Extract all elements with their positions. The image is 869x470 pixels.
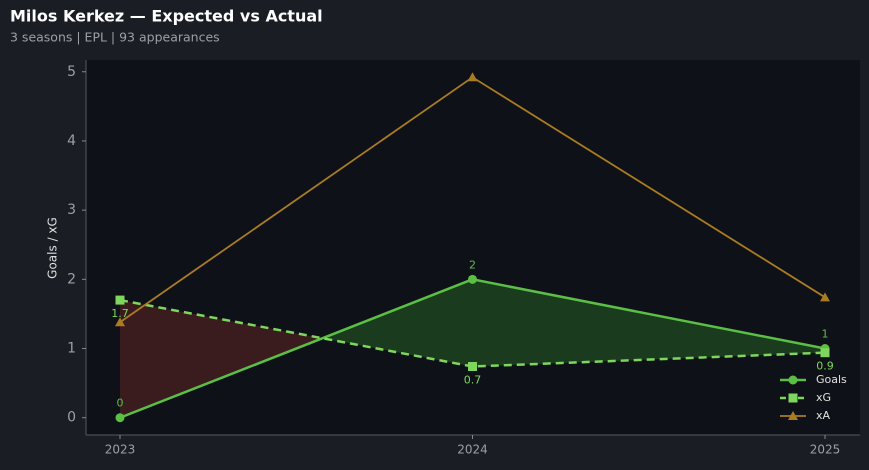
legend-label: Goals <box>816 373 847 386</box>
diff-fill <box>120 300 323 418</box>
point <box>788 411 798 420</box>
y-axis-label: Goals / xG <box>46 217 60 279</box>
y-tick-label: 2 <box>67 271 76 287</box>
point <box>468 274 477 284</box>
diff-fill <box>472 279 825 367</box>
chart-subtitle: 3 seasons | EPL | 93 appearances <box>10 30 220 45</box>
chart-title: Milos Kerkez — Expected vs Actual <box>10 7 323 26</box>
legend-label: xA <box>816 409 831 422</box>
y-tick-label: 3 <box>67 202 76 218</box>
data-label: 2 <box>469 258 476 271</box>
data-label: 1.7 <box>111 307 129 320</box>
point <box>788 375 798 385</box>
x-tick-label: 2024 <box>457 443 488 457</box>
legend-label: xG <box>816 391 831 404</box>
x-tick-label: 2025 <box>810 443 841 457</box>
point <box>467 72 478 82</box>
y-tick-label: 4 <box>67 133 76 149</box>
data-label: 0.7 <box>464 374 482 387</box>
data-label: 0 <box>117 397 124 410</box>
point <box>115 295 125 305</box>
data-label: 0.9 <box>816 360 834 373</box>
point <box>820 348 830 358</box>
diff-fill <box>322 279 473 367</box>
point <box>115 413 125 423</box>
y-tick-label: 0 <box>67 410 76 426</box>
y-tick-label: 5 <box>67 64 76 80</box>
data-label: 1 <box>822 328 829 341</box>
point <box>820 292 830 302</box>
point <box>788 393 798 403</box>
y-tick-label: 1 <box>67 341 76 357</box>
point <box>115 317 125 327</box>
point <box>468 362 477 372</box>
x-tick-label: 2023 <box>105 443 136 457</box>
